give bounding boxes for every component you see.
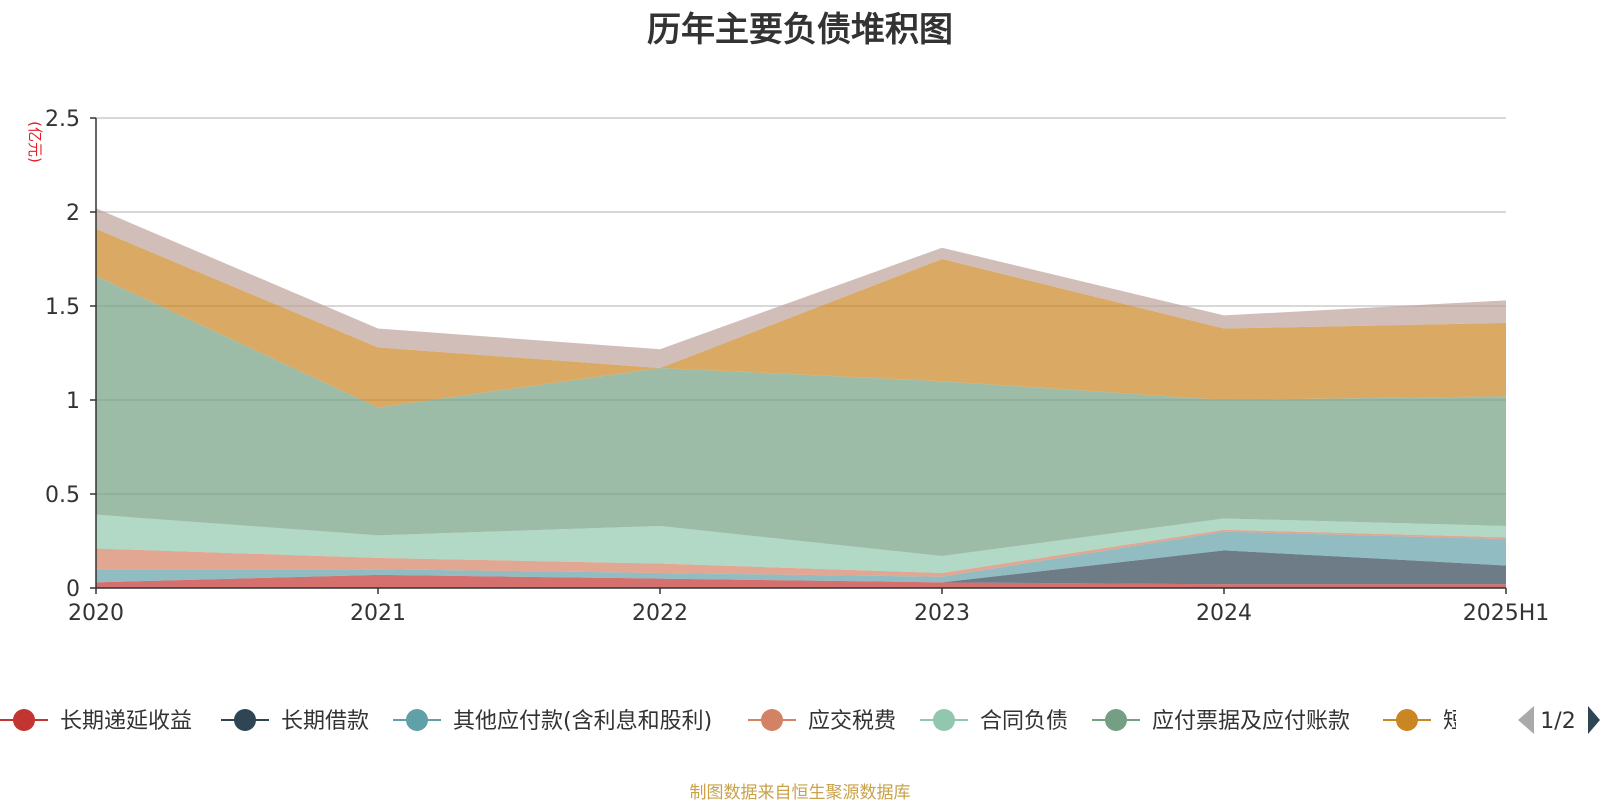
area-series-2[interactable] — [96, 550, 1506, 585]
chart-title: 历年主要负债堆积图 — [647, 10, 953, 50]
legend-marker-icon — [13, 709, 35, 731]
legend-item-4[interactable]: 应交税费 — [748, 709, 896, 734]
legend-item-1[interactable]: 长期递延收益 — [0, 709, 192, 734]
legend-label: 其他应付款(含利息和股利) — [453, 709, 712, 734]
legend-marker-icon — [234, 709, 256, 731]
area-series-1[interactable] — [96, 574, 1506, 588]
legend-pager: 1/2 — [1518, 706, 1600, 734]
legend-label: 短期借款 — [1443, 709, 1531, 734]
legend-label: 应交税费 — [808, 709, 896, 734]
area-series-7[interactable] — [96, 228, 1506, 408]
axes: 0 0.5 1 1.5 2 2.5 2020 2021 2022 2023 2024 2025H1 — [45, 107, 1549, 626]
area-series — [96, 208, 1506, 588]
y-unit-label: (亿元) — [26, 121, 44, 163]
legend-item-2[interactable]: 长期借款 — [221, 709, 369, 734]
area-series-5[interactable] — [96, 514, 1506, 573]
legend-next-arrow-icon[interactable] — [1588, 706, 1600, 734]
legend-item-7[interactable]: 短期借款 — [1383, 709, 1531, 734]
y-tick-label: 2.5 — [45, 107, 80, 132]
x-tick-label: 2025H1 — [1463, 601, 1550, 626]
legend-label: 应付票据及应付账款 — [1152, 709, 1350, 734]
y-tick-label: 1 — [66, 389, 80, 414]
legend-marker-icon — [406, 709, 428, 731]
y-tick-label: 1.5 — [45, 295, 80, 320]
legend-prev-arrow-icon[interactable] — [1518, 706, 1534, 734]
legend-marker-icon — [1105, 709, 1127, 731]
legend-label: 长期借款 — [281, 709, 369, 734]
x-tick-label: 2023 — [914, 601, 970, 626]
x-tick-label: 2022 — [632, 601, 688, 626]
legend-page-indicator: 1/2 — [1540, 709, 1575, 734]
legend-item-3[interactable]: 其他应付款(含利息和股利) — [393, 709, 712, 734]
legend-item-6[interactable]: 应付票据及应付账款 — [1092, 709, 1350, 734]
legend-label: 长期递延收益 — [60, 709, 192, 734]
x-tick-label: 2024 — [1196, 601, 1252, 626]
legend-item-5[interactable]: 合同负债 — [920, 709, 1068, 734]
area-series-6[interactable] — [96, 275, 1506, 557]
y-tick-label: 0 — [66, 577, 80, 602]
legend-label: 合同负债 — [980, 709, 1068, 734]
area-series-3[interactable] — [96, 531, 1506, 583]
y-tick-label: 0.5 — [45, 483, 80, 508]
legend-marker-icon — [933, 709, 955, 731]
legend-marker-icon — [1396, 709, 1418, 731]
legend-marker-icon — [761, 709, 783, 731]
area-series-4[interactable] — [96, 529, 1506, 577]
source-note: 制图数据来自恒生聚源数据库 — [689, 783, 911, 803]
x-tick-label: 2021 — [350, 601, 406, 626]
legend: 长期递延收益 长期借款 其他应付款(含利息和股利) 应交税费 合同负债 应付票据及应付账款… — [0, 709, 1531, 734]
y-tick-label: 2 — [66, 201, 80, 226]
x-tick-label: 2020 — [68, 601, 124, 626]
